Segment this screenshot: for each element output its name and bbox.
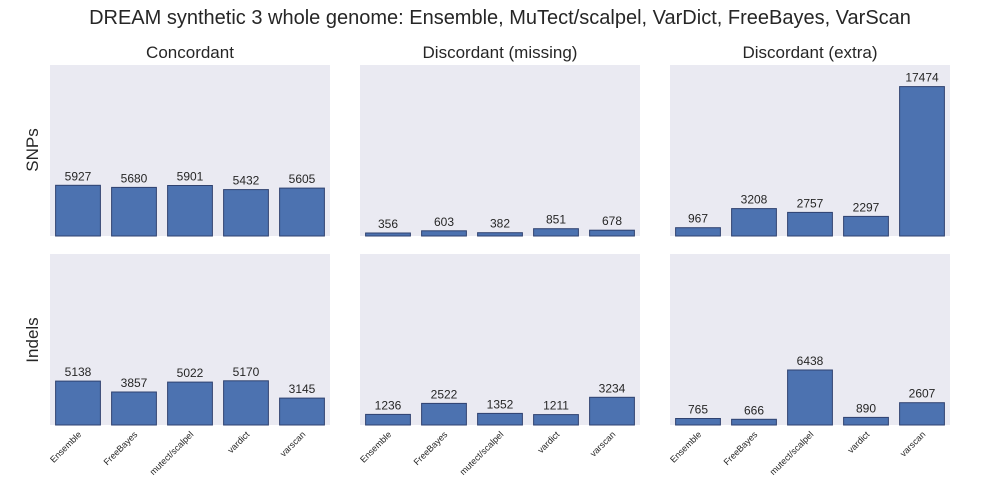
bar-indels-discordant-missing-ensemble [365, 413, 411, 426]
bar-indels-concordant-vardict [223, 380, 269, 426]
value-label-snps-discordant-missing-mutect-scalpel: 382 [490, 217, 510, 231]
value-label-snps-discordant-missing-varscan: 678 [602, 214, 622, 228]
value-label-snps-discordant-extra-mutect-scalpel: 2757 [797, 196, 824, 210]
bar-indels-concordant-mutect-scalpel [167, 381, 213, 426]
bar-indels-concordant-freebayes [111, 391, 157, 426]
bar-indels-discordant-extra-vardict [843, 416, 889, 426]
bar-snps-concordant-ensemble [55, 184, 101, 237]
tick-label-concordant-vardict: vardict [226, 429, 252, 455]
bar-snps-concordant-freebayes [111, 186, 157, 237]
bar-snps-discordant-missing-mutect-scalpel [477, 232, 523, 237]
value-label-indels-concordant-ensemble: 5138 [65, 365, 92, 379]
bar-snps-concordant-mutect-scalpel [167, 185, 213, 237]
value-label-snps-discordant-extra-vardict: 2297 [853, 200, 880, 214]
tick-label-discordant-missing-freebayes: FreeBayes [412, 429, 450, 467]
bar-indels-discordant-missing-freebayes [421, 402, 467, 426]
tick-label-concordant-mutect-scalpel: mutect/scalpel [148, 429, 196, 477]
tick-label-discordant-extra-vardict: vardict [846, 429, 872, 455]
bar-snps-discordant-missing-ensemble [365, 232, 411, 237]
value-label-indels-discordant-extra-varscan: 2607 [909, 387, 936, 401]
value-label-snps-concordant-freebayes: 5680 [121, 171, 148, 185]
value-label-snps-concordant-mutect-scalpel: 5901 [177, 170, 204, 184]
value-label-indels-discordant-extra-vardict: 890 [856, 401, 876, 415]
value-label-snps-concordant-varscan: 5605 [289, 172, 316, 186]
tick-label-discordant-missing-mutect-scalpel: mutect/scalpel [458, 429, 506, 477]
bar-indels-discordant-extra-mutect-scalpel [787, 369, 833, 426]
value-label-snps-concordant-ensemble: 5927 [65, 169, 92, 183]
bar-snps-discordant-extra-ensemble [675, 227, 721, 237]
tick-label-discordant-extra-ensemble: Ensemble [668, 429, 703, 464]
bar-indels-discordant-missing-varscan [589, 396, 635, 426]
value-label-indels-concordant-mutect-scalpel: 5022 [177, 366, 204, 380]
bar-indels-discordant-extra-varscan [899, 402, 945, 426]
tick-label-discordant-missing-varscan: varscan [588, 429, 617, 458]
value-label-indels-concordant-vardict: 5170 [233, 365, 260, 379]
bar-snps-discordant-missing-vardict [533, 228, 579, 237]
tick-label-concordant-freebayes: FreeBayes [102, 429, 140, 467]
bar-snps-discordant-missing-varscan [589, 229, 635, 237]
value-label-snps-discordant-extra-varscan: 17474 [905, 71, 939, 85]
value-label-indels-discordant-extra-freebayes: 666 [744, 403, 764, 417]
bar-indels-concordant-ensemble [55, 380, 101, 426]
tick-label-discordant-extra-mutect-scalpel: mutect/scalpel [768, 429, 816, 477]
value-label-indels-discordant-extra-mutect-scalpel: 6438 [797, 354, 824, 368]
value-label-snps-discordant-extra-freebayes: 3208 [741, 193, 768, 207]
bar-snps-concordant-vardict [223, 189, 269, 237]
bar-snps-discordant-missing-freebayes [421, 230, 467, 237]
tick-label-concordant-varscan: varscan [278, 429, 307, 458]
value-label-indels-concordant-freebayes: 3857 [121, 376, 148, 390]
bar-snps-discordant-extra-mutect-scalpel [787, 211, 833, 237]
column-title-discordant-extra: Discordant (extra) [742, 43, 877, 62]
bar-indels-discordant-extra-freebayes [731, 418, 777, 426]
row-label-snps: SNPs [23, 128, 42, 171]
panel-indels-discordant-missing [360, 254, 640, 425]
value-label-indels-discordant-extra-ensemble: 765 [688, 403, 708, 417]
tick-label-discordant-missing-vardict: vardict [536, 429, 562, 455]
tick-label-discordant-missing-ensemble: Ensemble [358, 429, 393, 464]
column-title-concordant: Concordant [146, 43, 234, 62]
value-label-snps-concordant-vardict: 5432 [233, 174, 260, 188]
value-label-snps-discordant-missing-freebayes: 603 [434, 215, 454, 229]
value-label-snps-discordant-missing-vardict: 851 [546, 213, 566, 227]
bar-indels-discordant-extra-ensemble [675, 418, 721, 426]
bar-snps-discordant-extra-varscan [899, 86, 945, 237]
tick-label-concordant-ensemble: Ensemble [48, 429, 83, 464]
bar-snps-concordant-varscan [279, 187, 325, 237]
panel-snps-discordant-missing [360, 65, 640, 236]
value-label-snps-discordant-extra-ensemble: 967 [688, 212, 708, 226]
value-label-indels-discordant-missing-varscan: 3234 [599, 381, 626, 395]
bar-indels-discordant-missing-mutect-scalpel [477, 412, 523, 426]
bar-snps-discordant-extra-freebayes [731, 208, 777, 237]
value-label-indels-discordant-missing-mutect-scalpel: 1352 [487, 397, 514, 411]
chart-panels: 5927 5680 5901 5432 5605 356 603 382 851 678 967 32… [48, 65, 950, 477]
tick-label-discordant-extra-varscan: varscan [898, 429, 927, 458]
column-title-discordant-missing: Discordant (missing) [423, 43, 578, 62]
tick-label-discordant-extra-freebayes: FreeBayes [722, 429, 760, 467]
bar-indels-concordant-varscan [279, 397, 325, 426]
value-label-indels-discordant-missing-vardict: 1211 [543, 399, 569, 413]
bar-snps-discordant-extra-vardict [843, 215, 889, 237]
value-label-indels-discordant-missing-ensemble: 1236 [375, 398, 402, 412]
bar-indels-discordant-missing-vardict [533, 414, 579, 426]
row-label-indels: Indels [23, 317, 42, 362]
value-label-snps-discordant-missing-ensemble: 356 [378, 217, 398, 231]
value-label-indels-discordant-missing-freebayes: 2522 [431, 387, 458, 401]
figure-title: DREAM synthetic 3 whole genome: Ensemble… [89, 7, 911, 29]
value-label-indels-concordant-varscan: 3145 [289, 382, 316, 396]
